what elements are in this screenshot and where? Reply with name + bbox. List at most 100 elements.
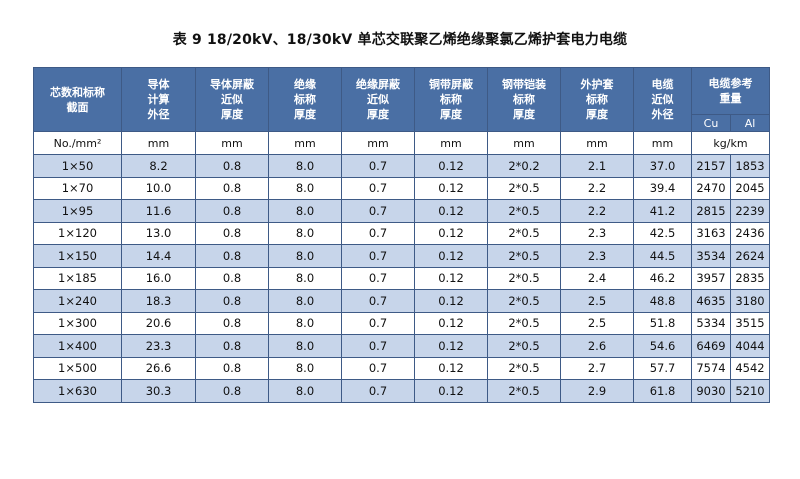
table-cell: 8.0	[268, 176, 342, 200]
table-cell: 2*0.5	[487, 266, 561, 290]
unit-cell: mm	[121, 131, 196, 155]
table-cell: 39.4	[633, 176, 692, 200]
table-cell: 3515	[730, 311, 770, 335]
table-cell: 2*0.5	[487, 311, 561, 335]
table-cell: 0.8	[195, 266, 269, 290]
table-cell: 0.12	[414, 334, 488, 358]
table-cell: 4542	[730, 356, 770, 380]
table-cell: 30.3	[121, 379, 196, 403]
table-cell: 0.12	[414, 176, 488, 200]
header-cores-section: 芯数和标称 截面	[33, 67, 122, 132]
table-cell: 0.8	[195, 311, 269, 335]
table-cell: 4044	[730, 334, 770, 358]
table-row: 1×240 18.3 0.8 8.0 0.7 0.12 2*0.5 2.5 48.8 4635 31…	[33, 289, 770, 313]
table-cell: 61.8	[633, 379, 692, 403]
table-cell: 46.2	[633, 266, 692, 290]
table-cell: 0.8	[195, 244, 269, 268]
table-cell: 57.7	[633, 356, 692, 380]
table-cell: 11.6	[121, 199, 196, 223]
table-cell: 0.12	[414, 154, 488, 178]
table-cell: 0.8	[195, 199, 269, 223]
unit-cell: mm	[633, 131, 692, 155]
table-cell: 0.7	[341, 334, 415, 358]
table-cell: 6469	[691, 334, 731, 358]
table-cell: 14.4	[121, 244, 196, 268]
table-row: 1×500 26.6 0.8 8.0 0.7 0.12 2*0.5 2.7 57.7 7574 45…	[33, 356, 770, 380]
table-cell: 5210	[730, 379, 770, 403]
table-cell: 0.8	[195, 356, 269, 380]
table-cell: 2*0.5	[487, 176, 561, 200]
table-cell: 8.0	[268, 199, 342, 223]
table-cell: 2*0.2	[487, 154, 561, 178]
table-cell: 8.0	[268, 379, 342, 403]
table-cell: 4635	[691, 289, 731, 313]
table-cell: 2.2	[560, 199, 634, 223]
table-cell: 16.0	[121, 266, 196, 290]
table-cell: 0.8	[195, 289, 269, 313]
table-cell: 37.0	[633, 154, 692, 178]
table-cell: 8.2	[121, 154, 196, 178]
table-cell: 1×70	[33, 176, 122, 200]
table-cell: 8.0	[268, 311, 342, 335]
table-cell: 3163	[691, 221, 731, 245]
table-cell: 20.6	[121, 311, 196, 335]
table-cell: 1×120	[33, 221, 122, 245]
table-cell: 2*0.5	[487, 289, 561, 313]
table-cell: 1×500	[33, 356, 122, 380]
table-cell: 0.12	[414, 311, 488, 335]
table-cell: 3180	[730, 289, 770, 313]
table-cell: 0.12	[414, 221, 488, 245]
table-cell: 26.6	[121, 356, 196, 380]
table-cell: 2815	[691, 199, 731, 223]
table-cell: 0.12	[414, 199, 488, 223]
table-cell: 8.0	[268, 221, 342, 245]
table-cell: 2.2	[560, 176, 634, 200]
table-cell: 2.4	[560, 266, 634, 290]
header-weight-cu: Cu	[691, 114, 731, 132]
table-cell: 0.7	[341, 379, 415, 403]
table-cell: 2.6	[560, 334, 634, 358]
unit-cell: mm	[341, 131, 415, 155]
table-cell: 0.8	[195, 176, 269, 200]
table-cell: 1853	[730, 154, 770, 178]
table-cell: 2.9	[560, 379, 634, 403]
table-cell: 2*0.5	[487, 379, 561, 403]
table-cell: 8.0	[268, 289, 342, 313]
table-cell: 0.12	[414, 379, 488, 403]
table-cell: 3534	[691, 244, 731, 268]
unit-cell: mm	[560, 131, 634, 155]
table-cell: 8.0	[268, 356, 342, 380]
table-cell: 2239	[730, 199, 770, 223]
table-cell: 2835	[730, 266, 770, 290]
table-cell: 1×95	[33, 199, 122, 223]
table-cell: 0.12	[414, 244, 488, 268]
table-cell: 0.8	[195, 334, 269, 358]
cable-spec-table: 芯数和标称 截面 导体 计算 外径 导体屏蔽 近似 厚度 绝缘 标称 厚度 绝缘屏蔽 近似 厚度 …	[33, 67, 770, 403]
unit-cell: mm	[414, 131, 488, 155]
header-weight-al: Al	[730, 114, 770, 132]
table-cell: 1×300	[33, 311, 122, 335]
table-row: 1×300 20.6 0.8 8.0 0.7 0.12 2*0.5 2.5 51.8 5334 35…	[33, 311, 770, 335]
table-row: 1×50 8.2 0.8 8.0 0.7 0.12 2*0.2 2.1 37.0 2157 1853	[33, 154, 770, 178]
table-cell: 23.3	[121, 334, 196, 358]
table-cell: 2*0.5	[487, 334, 561, 358]
header-conductor-screen: 导体屏蔽 近似 厚度	[195, 67, 269, 132]
table-cell: 0.7	[341, 266, 415, 290]
table-cell: 0.7	[341, 176, 415, 200]
table-row: 1×150 14.4 0.8 8.0 0.7 0.12 2*0.5 2.3 44.5 3534 26…	[33, 244, 770, 268]
table-cell: 2.3	[560, 244, 634, 268]
header-cable-diameter: 电缆 近似 外径	[633, 67, 692, 132]
table-cell: 2.1	[560, 154, 634, 178]
table-cell: 8.0	[268, 334, 342, 358]
table-cell: 2*0.5	[487, 356, 561, 380]
unit-cell: No./mm²	[33, 131, 122, 155]
header-conductor-diameter: 导体 计算 外径	[121, 67, 196, 132]
table-row: 1×95 11.6 0.8 8.0 0.7 0.12 2*0.5 2.2 41.2 2815 223…	[33, 199, 770, 223]
table-cell: 1×630	[33, 379, 122, 403]
table-cell: 51.8	[633, 311, 692, 335]
table-cell: 2*0.5	[487, 244, 561, 268]
table-cell: 2470	[691, 176, 731, 200]
header-outer-sheath: 外护套 标称 厚度	[560, 67, 634, 132]
header-insulation-screen: 绝缘屏蔽 近似 厚度	[341, 67, 415, 132]
unit-cell: mm	[195, 131, 269, 155]
